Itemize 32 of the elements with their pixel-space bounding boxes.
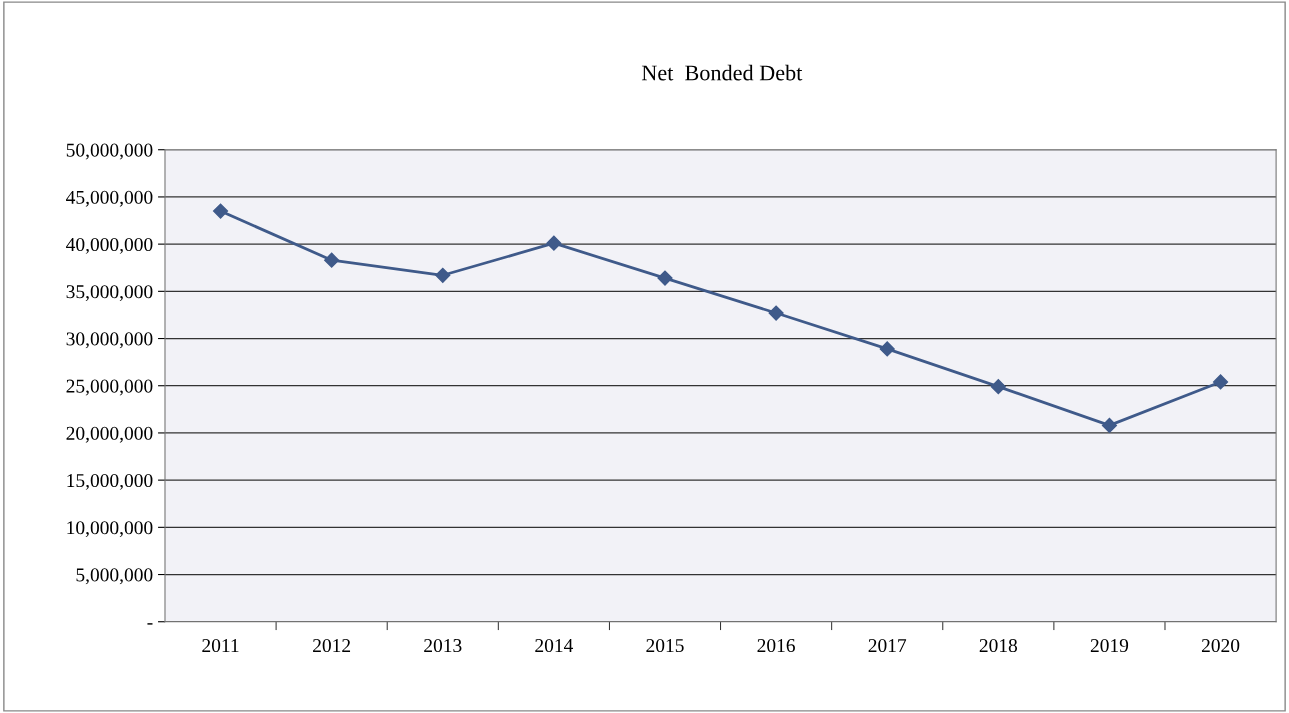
x-tick-label: 2020 bbox=[1201, 638, 1240, 653]
x-tick-label: 2014 bbox=[535, 638, 574, 653]
x-tick-label: 2019 bbox=[1090, 638, 1129, 653]
y-tick-label: 40,000,000 bbox=[66, 237, 153, 254]
y-tick-label: 30,000,000 bbox=[66, 332, 153, 349]
point bbox=[1212, 374, 1229, 390]
y-tick-label: 35,000,000 bbox=[66, 285, 153, 302]
y-tick-label: 5,000,000 bbox=[76, 568, 153, 585]
point bbox=[657, 270, 673, 286]
y-tick-label: 25,000,000 bbox=[66, 379, 153, 396]
point bbox=[1101, 417, 1118, 433]
y-tick-label: 45,000,000 bbox=[66, 190, 153, 207]
point bbox=[324, 252, 340, 268]
y-tick-label: 10,000,000 bbox=[67, 521, 153, 538]
x-tick-label: 2018 bbox=[979, 638, 1018, 653]
point bbox=[990, 379, 1006, 395]
x-tick-label: 2017 bbox=[868, 638, 907, 653]
chart-title: Net Bonded Debt bbox=[641, 64, 803, 81]
x-tick-label: 2016 bbox=[757, 638, 795, 653]
x-tick-label: 2013 bbox=[424, 638, 462, 653]
point bbox=[546, 235, 562, 251]
y-tick-label: 50,000,000 bbox=[66, 143, 153, 160]
x-tick-label: 2011 bbox=[202, 638, 239, 653]
y-tick-label: 20,000,000 bbox=[66, 426, 153, 443]
y-tick-label: 15,000,000 bbox=[67, 473, 153, 490]
point bbox=[879, 341, 895, 357]
x-tick-label: 2015 bbox=[646, 638, 684, 653]
x-tick-label: 2012 bbox=[313, 638, 351, 653]
point bbox=[435, 267, 451, 283]
point bbox=[212, 203, 229, 219]
y-tick-label: - bbox=[147, 623, 153, 625]
point bbox=[768, 305, 784, 321]
